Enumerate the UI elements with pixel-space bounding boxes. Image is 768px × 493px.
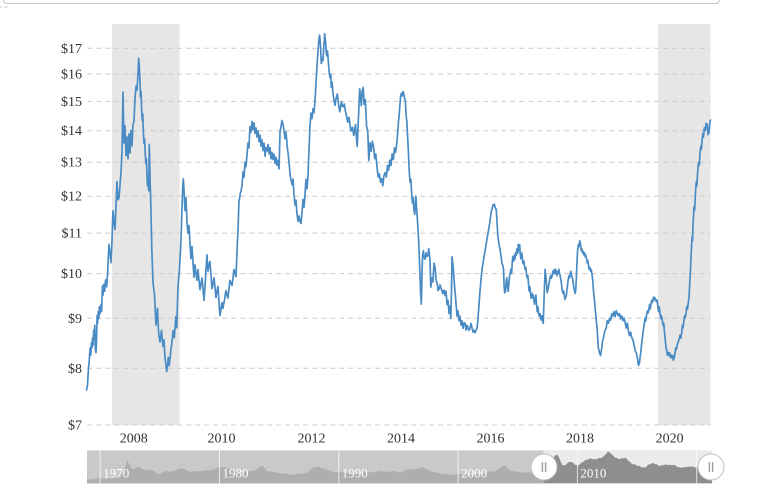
svg-text:2010: 2010 <box>580 466 606 481</box>
svg-text:1970: 1970 <box>103 466 129 481</box>
svg-text:$16: $16 <box>61 68 82 83</box>
svg-text:2018: 2018 <box>566 432 594 447</box>
svg-text:$12: $12 <box>61 190 82 205</box>
svg-text:2012: 2012 <box>298 432 326 447</box>
svg-text:2010: 2010 <box>208 432 236 447</box>
svg-text:2008: 2008 <box>120 432 148 447</box>
svg-text:$13: $13 <box>61 156 82 171</box>
svg-text:$8: $8 <box>68 362 82 377</box>
svg-text:$7: $7 <box>68 419 82 434</box>
svg-text:$11: $11 <box>62 227 82 242</box>
svg-text:$14: $14 <box>61 124 82 139</box>
svg-text:2000: 2000 <box>461 466 487 481</box>
svg-text:2014: 2014 <box>387 432 415 447</box>
svg-text:$9: $9 <box>68 312 82 327</box>
svg-text:$17: $17 <box>61 42 82 57</box>
svg-text:2016: 2016 <box>477 432 505 447</box>
svg-text:1980: 1980 <box>223 466 249 481</box>
svg-text:$10: $10 <box>61 267 82 282</box>
svg-text:1990: 1990 <box>342 466 368 481</box>
svg-text:2020: 2020 <box>656 432 684 447</box>
svg-text:$15: $15 <box>61 95 82 110</box>
